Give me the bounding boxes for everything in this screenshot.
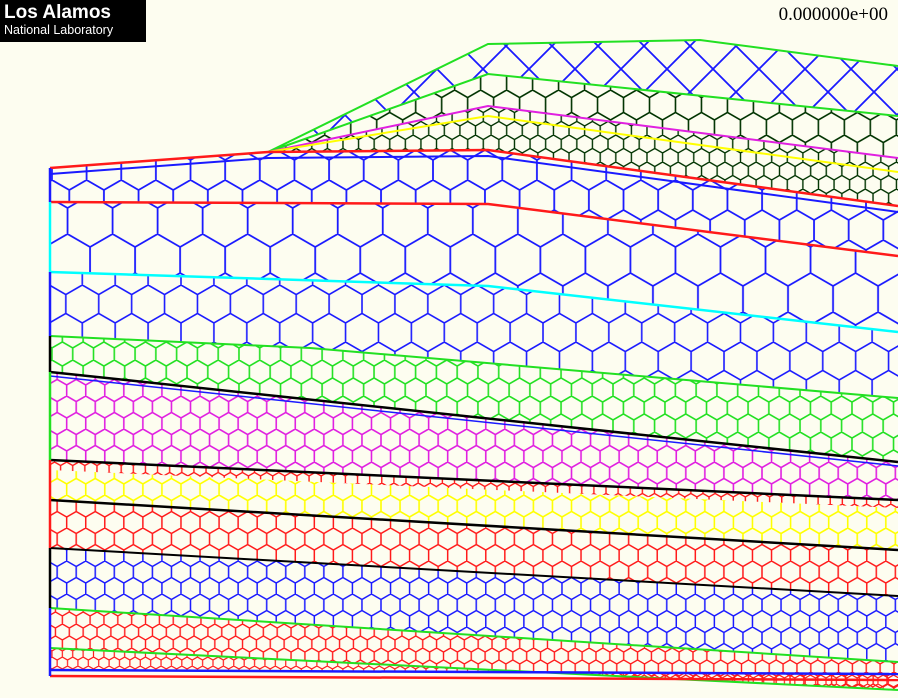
- mesh-band-ridge-third: [268, 106, 898, 206]
- boundary-b4-black: [49, 370, 898, 464]
- mesh-band-red-thin: [50, 460, 898, 508]
- boundary-b8-green: [49, 607, 898, 663]
- boundary-b9-green: [49, 647, 898, 691]
- boundary-bottom-blue: [49, 668, 898, 676]
- boundary-b6-black: [49, 498, 898, 552]
- boundary-surface: [49, 148, 898, 208]
- boundary-b1-red: [49, 200, 898, 258]
- mesh-layer-boundaries: [48, 38, 898, 691]
- logo-title: Los Alamos: [4, 2, 111, 23]
- lanl-logo: Los Alamos National Laboratory: [0, 0, 146, 42]
- mesh-layer-cells: [50, 40, 898, 690]
- time-readout: 0.000000e+00: [778, 4, 888, 25]
- boundary-ridge-magenta: [267, 104, 898, 159]
- mesh-band-blue-mixed: [50, 272, 898, 398]
- mesh-band-magenta: [50, 372, 898, 500]
- boundary-b7-black: [49, 547, 898, 597]
- mesh-band-yellow: [50, 470, 898, 550]
- boundary-surface-blue: [49, 154, 898, 213]
- boundary-bottom-red: [49, 674, 898, 682]
- mesh-band-green-upper: [50, 336, 898, 462]
- boundary-ridge-top: [267, 38, 898, 153]
- boundary-b2-cyan: [49, 270, 898, 334]
- mesh-band-red-wide: [50, 500, 898, 596]
- mesh-band-ridge-second: [268, 74, 898, 158]
- mesh-band-blue-lower: [50, 548, 898, 662]
- mesh-band-ridge-top: [268, 40, 898, 152]
- boundary-b3-green: [49, 335, 898, 399]
- mesh-band-red-lower: [50, 608, 898, 690]
- boundary-ridge-second: [267, 72, 898, 153]
- boundary-b5-black: [49, 458, 898, 502]
- mesh-band-blue-large: [50, 202, 898, 332]
- logo-subtitle: National Laboratory: [4, 23, 114, 37]
- boundary-ridge-yellow: [267, 114, 898, 173]
- boundary-b4-blue: [49, 375, 898, 467]
